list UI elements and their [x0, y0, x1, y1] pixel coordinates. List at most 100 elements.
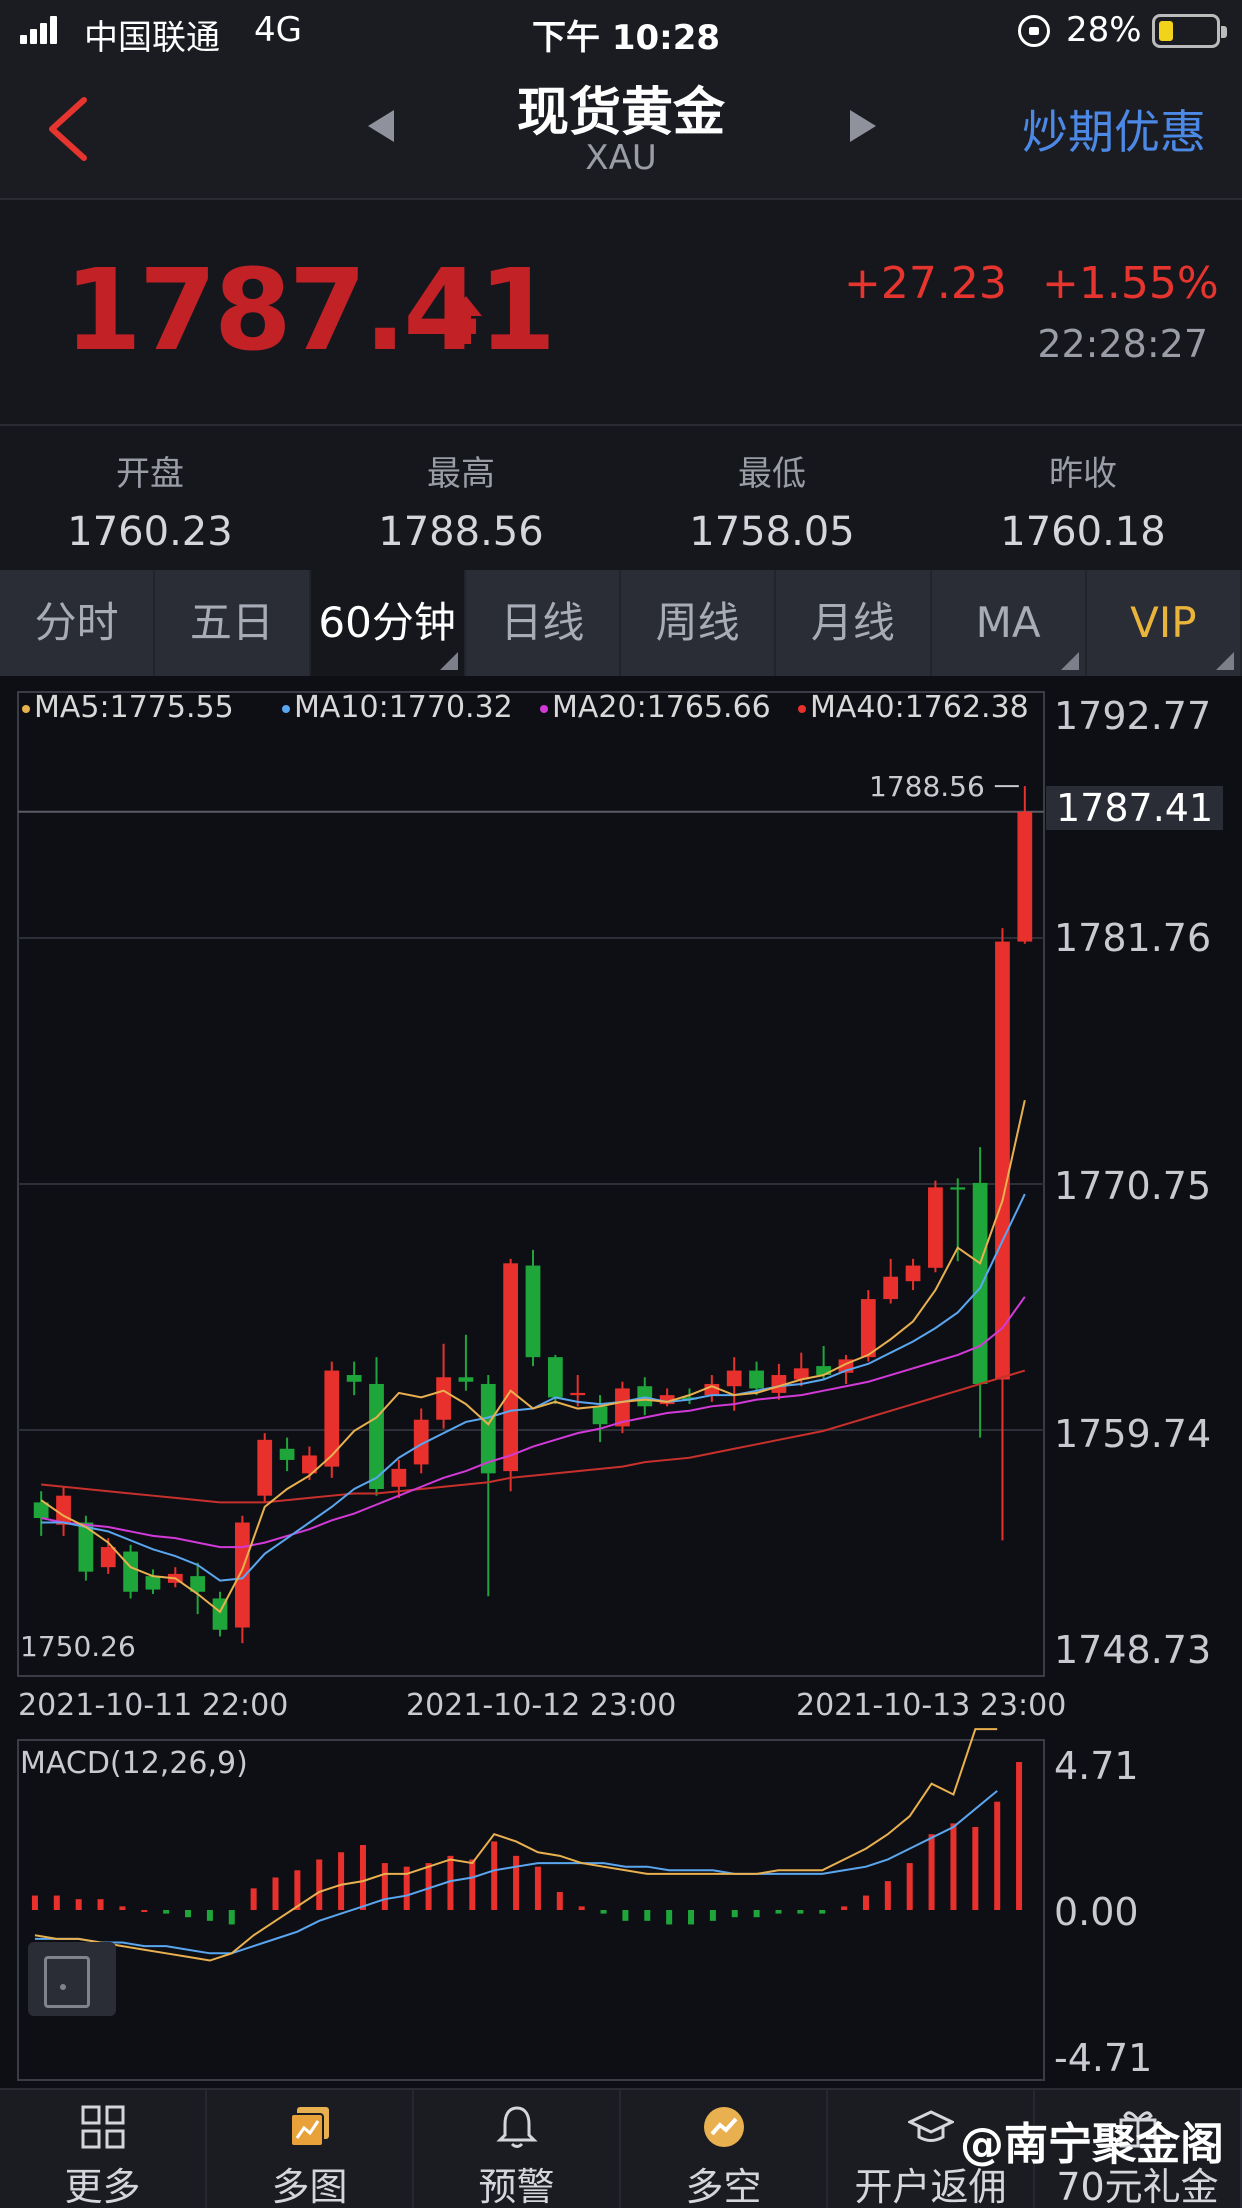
tab-label: 60分钟 — [318, 598, 456, 647]
carrier: 中国联通 — [84, 18, 220, 58]
stat-value: 1760.23 — [67, 509, 233, 555]
stat-value: 1760.18 — [1000, 509, 1166, 555]
stat-low: 最低 1758.05 — [622, 446, 922, 555]
graduation-icon — [907, 2110, 954, 2142]
ma20-line — [40, 1296, 1026, 1549]
watermark: @南宁聚金阁 — [960, 2119, 1224, 2170]
macd-bar — [622, 1910, 629, 1921]
macd-bar — [731, 1910, 738, 1918]
stat-prev-close: 昨收 1760.18 — [933, 446, 1233, 555]
tab-label: MA — [975, 598, 1041, 647]
tab-ma[interactable]: MA — [932, 570, 1087, 676]
macd-bar — [884, 1881, 891, 1910]
macd-title: MACD(12,26,9) — [20, 1746, 248, 1781]
candle-body — [816, 1366, 831, 1376]
price-axis-level: 1759.74 — [1054, 1412, 1212, 1456]
tab-monthly[interactable]: 月线 — [776, 570, 932, 676]
low-marker-label: 1750.26 — [20, 1630, 136, 1663]
candle-body — [704, 1383, 720, 1396]
candle-body — [279, 1448, 295, 1460]
ma40-line — [41, 1369, 1026, 1504]
stat-value: 1758.05 — [689, 509, 855, 555]
price-axis-bottom: 1748.73 — [1054, 1628, 1212, 1672]
macd-bar — [338, 1852, 345, 1910]
layer-toggle-icon[interactable] — [28, 1942, 116, 2016]
promo-link[interactable]: 炒期优惠 — [1022, 105, 1206, 159]
macd-bar — [31, 1895, 38, 1910]
macd-bar — [1016, 1762, 1023, 1910]
candle-body — [235, 1522, 250, 1628]
tab-intraday[interactable]: 分时 — [0, 570, 156, 676]
macd-bar — [709, 1910, 716, 1921]
battery-icon — [1152, 14, 1227, 48]
stat-label: 开盘 — [116, 454, 184, 494]
tab-60min[interactable]: 60分钟 — [310, 570, 466, 676]
macd-bar — [403, 1866, 410, 1910]
macd-bar — [206, 1910, 213, 1921]
tab-daily[interactable]: 日线 — [466, 570, 621, 676]
candle-body — [346, 1375, 362, 1382]
stat-open: 开盘 1760.23 — [0, 446, 300, 555]
back-icon[interactable] — [44, 94, 104, 164]
tab-five-day[interactable]: 五日 — [155, 570, 311, 676]
nav-long-short[interactable]: 多空 — [621, 2090, 828, 2208]
nav-label: 更多 — [64, 2165, 141, 2208]
macd-bar — [316, 1859, 323, 1910]
nav-more[interactable]: 更多 — [0, 2090, 207, 2208]
multi-chart-icon — [289, 2107, 329, 2147]
legend-ma40-text: MA40:1762.38 — [810, 690, 1029, 725]
macd-bar — [250, 1888, 257, 1910]
tab-weekly[interactable]: 周线 — [621, 570, 777, 676]
nav-multi-chart[interactable]: 多图 — [207, 2090, 414, 2208]
macd-bar — [819, 1910, 826, 1914]
macd-bar — [75, 1899, 82, 1910]
candle-body — [302, 1455, 317, 1474]
candle-body — [570, 1392, 586, 1396]
bottom-nav: 更多 多图 预警 多空 开户返佣 — [0, 2088, 1242, 2208]
stat-high: 最高 1788.56 — [311, 446, 611, 555]
header: 现货黄金 XAU 炒期优惠 — [0, 62, 1242, 200]
clock: 下午 10:28 — [532, 18, 721, 58]
candle-body — [771, 1375, 787, 1393]
macd-bar — [469, 1859, 476, 1910]
candle-body — [682, 1397, 697, 1400]
next-instrument-icon[interactable] — [850, 110, 876, 142]
dropdown-corner-icon — [1216, 652, 1234, 670]
nav-alert[interactable]: 预警 — [414, 2090, 621, 2208]
candle-body — [547, 1357, 563, 1398]
candle-body — [369, 1383, 384, 1489]
candle-body — [793, 1368, 809, 1380]
macd-bar — [141, 1910, 148, 1912]
stat-value: 1788.56 — [378, 509, 544, 555]
macd-bar — [972, 1826, 979, 1910]
macd-bar — [491, 1841, 498, 1910]
chart-area[interactable]: 1788.56 1750.26 MA5:1775.55 MA10:1770.32 … — [0, 676, 1242, 2088]
candle-body — [883, 1276, 899, 1300]
macd-bar — [53, 1895, 60, 1910]
macd-bar — [950, 1823, 957, 1910]
candle-body — [100, 1547, 116, 1568]
time-axis-label: 2021-10-11 22:00 — [18, 1688, 289, 1723]
nav-open-account[interactable]: 开户返佣 — [828, 2090, 1035, 2208]
stat-label: 最低 — [738, 454, 806, 494]
macd-bar — [797, 1910, 804, 1914]
nav-gift[interactable]: 70元礼金 — [1035, 2090, 1242, 2208]
tab-vip[interactable]: VIP — [1087, 570, 1242, 676]
candle-body — [905, 1265, 921, 1282]
rotation-lock-icon — [1018, 15, 1050, 47]
up-arrow-icon — [450, 296, 482, 344]
macd-bar — [119, 1906, 126, 1910]
candle-body — [950, 1187, 966, 1190]
candle-body — [145, 1576, 161, 1590]
candle-body — [257, 1439, 273, 1496]
legend-ma20: MA20:1765.66 — [540, 690, 771, 725]
macd-bar — [862, 1895, 869, 1910]
kline-chart[interactable]: 1788.56 1750.26 — [0, 676, 1242, 2088]
ma5-line — [40, 1099, 1026, 1614]
macd-bar — [578, 1906, 585, 1910]
price-axis-level: 1781.76 — [1054, 916, 1212, 960]
candle-body — [659, 1395, 675, 1405]
nav-label: 70元礼金 — [1056, 2165, 1219, 2208]
macd-dea-line — [34, 1790, 998, 1955]
prev-instrument-icon[interactable] — [368, 110, 394, 142]
